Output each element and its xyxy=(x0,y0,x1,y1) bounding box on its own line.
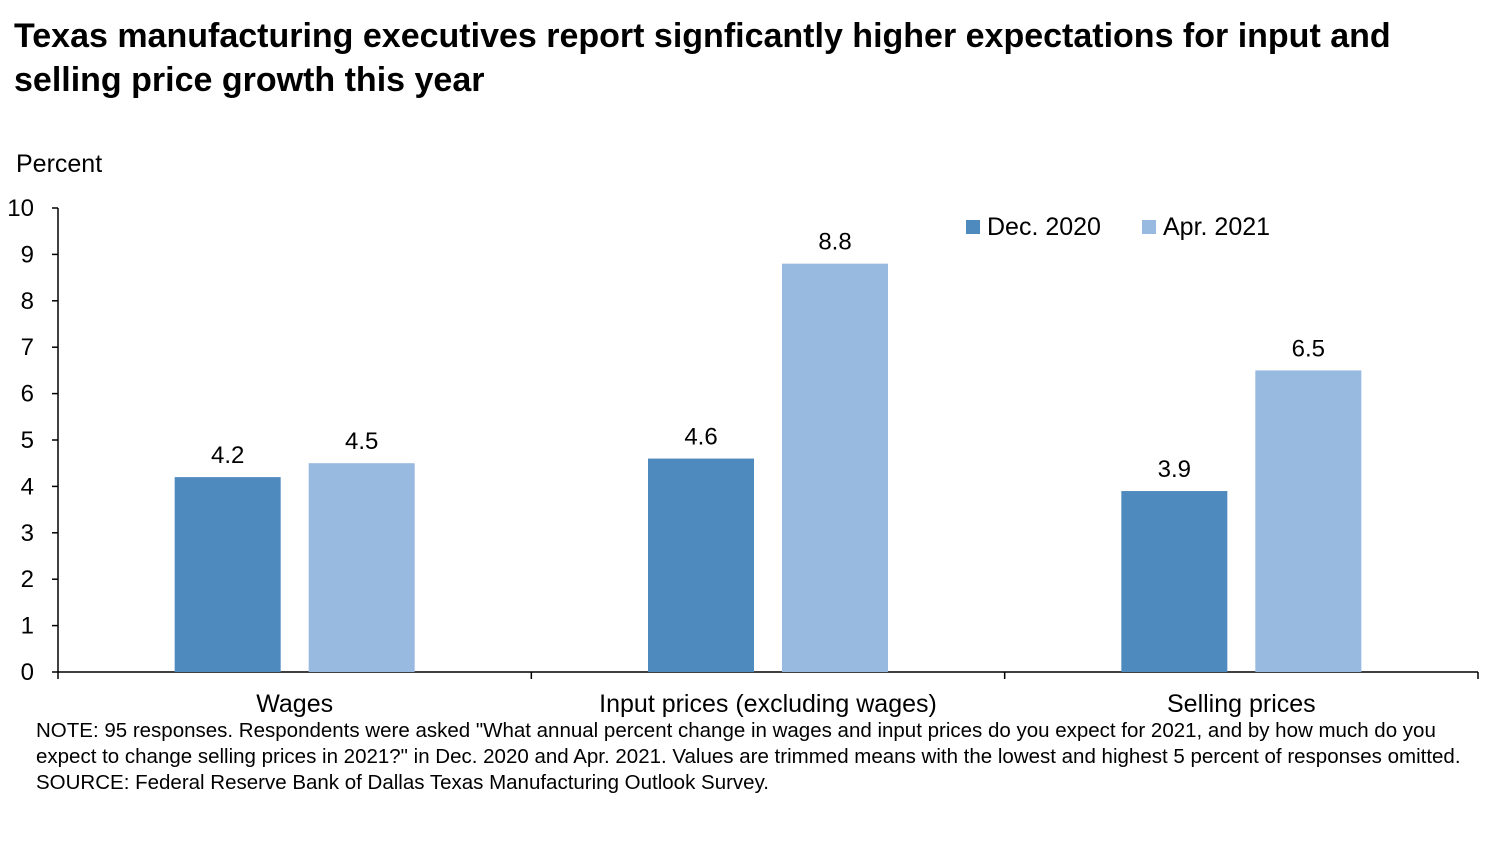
bar xyxy=(308,463,415,672)
y-tick-label: 3 xyxy=(21,520,34,547)
chart-notes: NOTE: 95 responses. Respondents were ask… xyxy=(36,718,1476,796)
x-tick-label: Wages xyxy=(256,690,333,718)
data-label: 4.2 xyxy=(211,442,244,469)
y-tick-label: 5 xyxy=(21,427,34,454)
legend-swatch xyxy=(966,220,980,234)
bar xyxy=(1255,370,1362,672)
note-text: NOTE: 95 responses. Respondents were ask… xyxy=(36,719,1461,768)
y-tick-label: 7 xyxy=(21,334,34,361)
data-label: 6.5 xyxy=(1292,335,1325,362)
x-tick-label: Selling prices xyxy=(1167,690,1316,718)
chart-title: Texas manufacturing executives report si… xyxy=(14,17,1391,99)
bar xyxy=(174,477,281,672)
bar-chart: 0 1 2 3 4 5 6 7 8 9 10 4.2 4.5 Wages 4.6 8.8 Input price… xyxy=(7,195,1479,718)
legend-label: Dec. 2020 xyxy=(987,213,1101,241)
data-label: 8.8 xyxy=(818,229,851,256)
y-axis-label: Percent xyxy=(16,150,103,178)
y-tick-label: 4 xyxy=(21,473,34,500)
y-tick-label: 10 xyxy=(7,195,34,222)
bar xyxy=(648,458,754,672)
source-text: SOURCE: Federal Reserve Bank of Dallas T… xyxy=(36,771,770,794)
y-tick-label: 2 xyxy=(21,566,34,593)
y-tick-label: 6 xyxy=(21,381,34,408)
data-label: 4.5 xyxy=(345,428,378,455)
y-tick-label: 9 xyxy=(21,241,34,268)
legend-label: Apr. 2021 xyxy=(1163,213,1270,241)
bar xyxy=(1121,491,1228,672)
y-tick-label: 1 xyxy=(21,613,34,640)
data-label: 3.9 xyxy=(1158,456,1191,483)
y-tick-label: 8 xyxy=(21,288,34,315)
legend-swatch xyxy=(1142,220,1156,234)
x-tick-label: Input prices (excluding wages) xyxy=(599,690,937,718)
bar xyxy=(782,263,888,672)
y-tick-label: 0 xyxy=(21,659,34,686)
data-label: 4.6 xyxy=(684,424,717,451)
